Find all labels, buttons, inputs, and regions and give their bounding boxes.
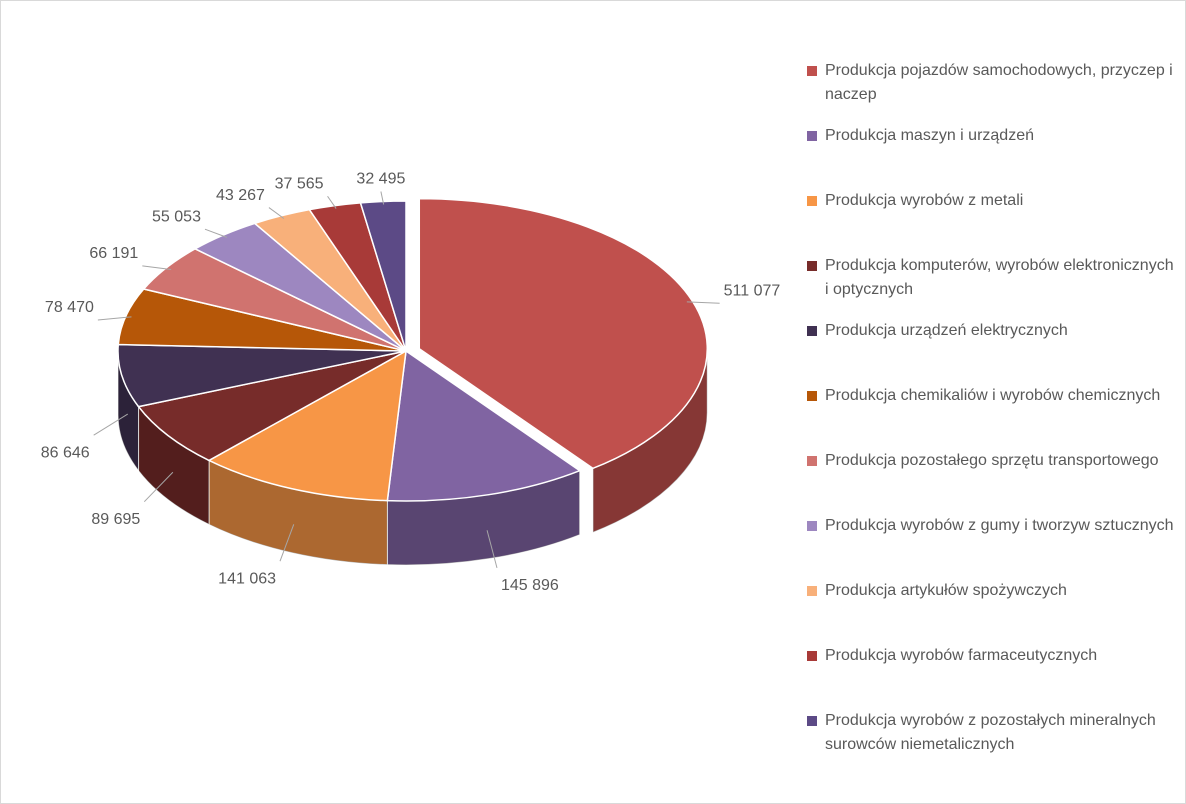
legend-label: Produkcja komputerów, wyrobów elektronic… xyxy=(825,257,1174,298)
data-label: 66 191 xyxy=(89,245,138,262)
slice-side-shade xyxy=(592,348,708,533)
legend-item: Produkcja urządzeń elektrycznych xyxy=(807,319,1177,384)
leader-line xyxy=(204,228,228,238)
legend-swatch xyxy=(807,196,817,206)
legend-swatch xyxy=(807,131,817,141)
slice-side-shade xyxy=(138,406,210,525)
slice xyxy=(418,197,709,470)
leader-line xyxy=(268,207,285,219)
legend-label: Produkcja pozostałego sprzętu transporto… xyxy=(825,452,1159,469)
leader-line xyxy=(97,316,132,321)
leader-line xyxy=(486,530,498,569)
legend-label: Produkcja maszyn i urządzeń xyxy=(825,127,1034,144)
legend-label: Produkcja urządzeń elektrycznych xyxy=(825,322,1068,339)
legend-swatch xyxy=(807,326,817,336)
data-label: 43 267 xyxy=(216,187,265,204)
leader-line xyxy=(143,471,174,503)
slice-side-shade xyxy=(387,470,580,565)
legend-swatch xyxy=(807,261,817,271)
legend-label: Produkcja wyrobów z gumy i tworzyw sztuc… xyxy=(825,517,1174,534)
legend-swatch xyxy=(807,66,817,76)
legend-item: Produkcja wyrobów z metali xyxy=(807,189,1177,254)
slice xyxy=(207,349,407,502)
pie-area: 511 077 145 896 141 063 89 695 86 646 78 470 6… xyxy=(41,171,781,594)
legend-label: Produkcja wyrobów z metali xyxy=(825,192,1024,209)
legend-swatch xyxy=(807,586,817,596)
leader-line xyxy=(327,195,337,209)
data-label: 86 646 xyxy=(41,444,90,461)
slice xyxy=(386,349,582,502)
legend-item: Produkcja komputerów, wyrobów elektronic… xyxy=(807,254,1177,319)
legend-label: Produkcja wyrobów z pozostałych mineraln… xyxy=(825,712,1156,753)
leader-line xyxy=(142,265,172,271)
data-label: 55 053 xyxy=(152,208,201,225)
legend-item: Produkcja wyrobów z gumy i tworzyw sztuc… xyxy=(807,514,1177,579)
legend-swatch xyxy=(807,391,817,401)
data-label: 145 896 xyxy=(501,577,559,594)
sides xyxy=(117,348,708,566)
legend-swatch xyxy=(807,521,817,531)
legend-swatch xyxy=(807,716,817,726)
legend-label: Produkcja pojazdów samochodowych, przycz… xyxy=(825,62,1173,103)
legend-item: Produkcja pojazdów samochodowych, przycz… xyxy=(807,59,1177,124)
slice xyxy=(117,343,407,408)
legend-swatch xyxy=(807,456,817,466)
legend-label: Produkcja artykułów spożywczych xyxy=(825,582,1067,599)
data-label: 141 063 xyxy=(218,570,276,587)
legend-item: Produkcja wyrobów farmaceutycznych xyxy=(807,644,1177,709)
data-label: 89 695 xyxy=(91,511,140,528)
legend: Produkcja pojazdów samochodowych, przycz… xyxy=(807,59,1177,774)
legend-item: Produkcja artykułów spożywczych xyxy=(807,579,1177,644)
legend-item: Produkcja wyrobów z pozostałych mineraln… xyxy=(807,709,1177,774)
slice-side-shade xyxy=(209,460,388,565)
data-label: 37 565 xyxy=(275,175,324,192)
legend-swatch xyxy=(807,651,817,661)
leader-line xyxy=(93,413,129,436)
leader-line xyxy=(686,301,720,304)
leader-line xyxy=(279,524,295,562)
legend-item: Produkcja maszyn i urządzeń xyxy=(807,124,1177,189)
legend-item: Produkcja chemikaliów i wyrobów chemiczn… xyxy=(807,384,1177,449)
slice xyxy=(137,350,407,462)
data-label: 32 495 xyxy=(356,171,405,188)
legend-label: Produkcja chemikaliów i wyrobów chemiczn… xyxy=(825,387,1161,404)
leader-line xyxy=(380,191,385,205)
legend-label: Produkcja wyrobów farmaceutycznych xyxy=(825,647,1098,664)
data-label: 78 470 xyxy=(45,299,94,316)
legend-item: Produkcja pozostałego sprzętu transporto… xyxy=(807,449,1177,514)
data-label: 511 077 xyxy=(724,282,781,299)
tops xyxy=(117,197,709,502)
